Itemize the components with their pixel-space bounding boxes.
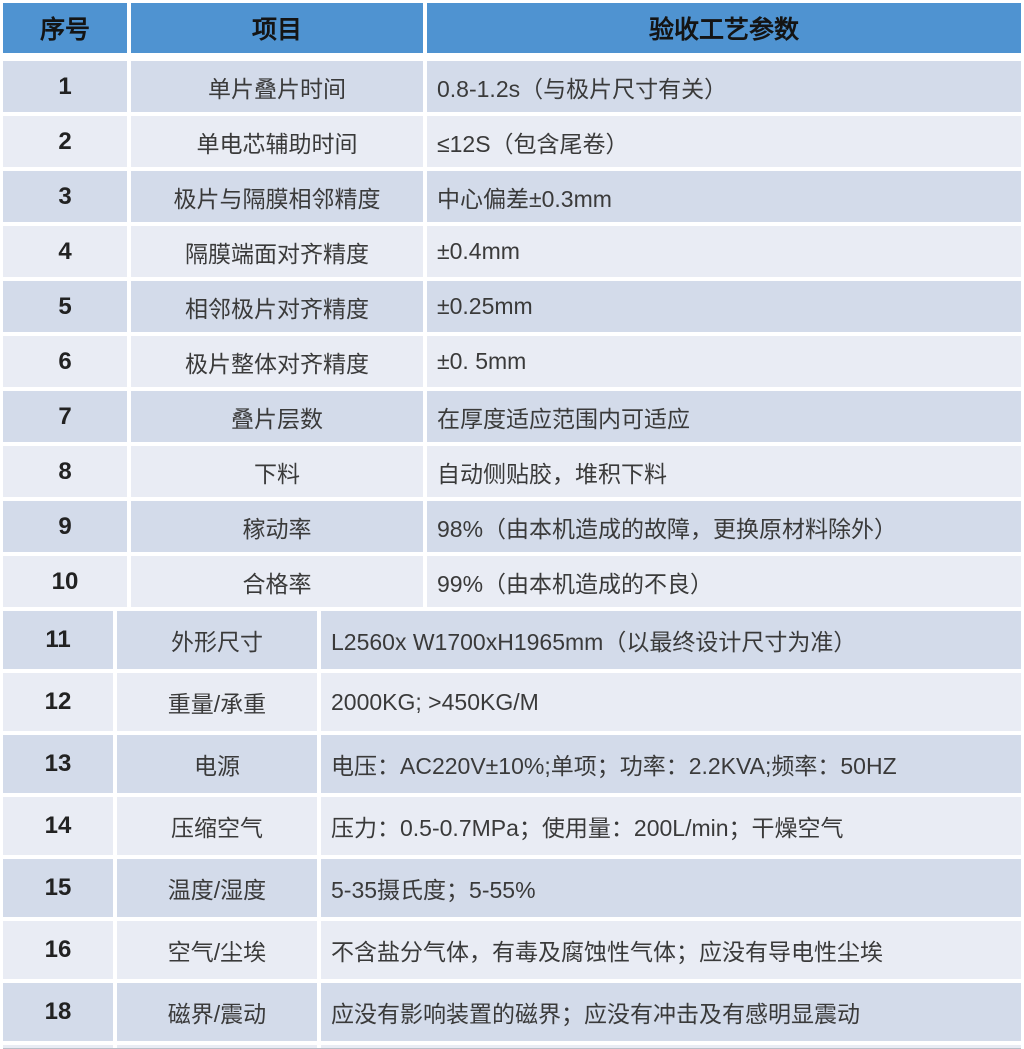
table-section-rows-11-18: 11 外形尺寸 L2560x W1700xH1965mm（以最终设计尺寸为准） … — [3, 611, 1021, 1041]
row-item-cell: 重量/承重 — [117, 673, 317, 731]
row-parameter-cell: ≤12S（包含尾卷） — [427, 116, 1021, 167]
row-parameter-cell: 在厚度适应范围内可适应 — [427, 391, 1021, 442]
row-number-cell: 15 — [3, 859, 113, 917]
row-item-cell: 单片叠片时间 — [131, 61, 423, 112]
row-parameter-cell: 中心偏差±0.3mm — [427, 171, 1021, 222]
header-col-param: 验收工艺参数 — [427, 3, 1021, 53]
table-row: 16 空气/尘埃 不含盐分气体，有毒及腐蚀性气体；应没有导电性尘埃 — [3, 921, 1021, 979]
table-row: 9 稼动率 98%（由本机造成的故障，更换原材料除外） — [3, 501, 1021, 552]
row-item-cell: 极片与隔膜相邻精度 — [131, 171, 423, 222]
row-parameter-cell: ±0.25mm — [427, 281, 1021, 332]
table-row-cutoff-sliver — [3, 1045, 1021, 1048]
header-col-item: 项目 — [131, 3, 423, 53]
row-item-cell: 空气/尘埃 — [117, 921, 317, 979]
row-number-cell: 14 — [3, 797, 113, 855]
row-item-cell: 极片整体对齐精度 — [131, 336, 423, 387]
table-row: 8 下料 自动侧贴胶，堆积下料 — [3, 446, 1021, 497]
table-row: 14 压缩空气 压力：0.5-0.7MPa；使用量：200L/min；干燥空气 — [3, 797, 1021, 855]
row-parameter-cell: 2000KG; >450KG/M — [321, 673, 1021, 731]
row-number-cell: 12 — [3, 673, 113, 731]
table-row: 12 重量/承重 2000KG; >450KG/M — [3, 673, 1021, 731]
table-row: 1 单片叠片时间 0.8-1.2s（与极片尺寸有关） — [3, 61, 1021, 112]
row-number-cell: 1 — [3, 61, 127, 112]
row-number-cell: 11 — [3, 611, 113, 669]
row-parameter-cell: 5-35摄氏度；5-55% — [321, 859, 1021, 917]
row-item-cell: 相邻极片对齐精度 — [131, 281, 423, 332]
table-section-rows-1-10: 1 单片叠片时间 0.8-1.2s（与极片尺寸有关） 2 单电芯辅助时间 ≤12… — [3, 61, 1021, 607]
table-row: 2 单电芯辅助时间 ≤12S（包含尾卷） — [3, 116, 1021, 167]
row-number-cell: 5 — [3, 281, 127, 332]
table-row: 4 隔膜端面对齐精度 ±0.4mm — [3, 226, 1021, 277]
row-number-cell: 8 — [3, 446, 127, 497]
row-item-cell: 叠片层数 — [131, 391, 423, 442]
table-header-row: 序号 项目 验收工艺参数 — [3, 3, 1021, 53]
row-number-cell: 13 — [3, 735, 113, 793]
row-parameter-cell: 压力：0.5-0.7MPa；使用量：200L/min；干燥空气 — [321, 797, 1021, 855]
sliver-cell — [321, 1045, 1021, 1048]
sliver-cell — [3, 1045, 113, 1048]
row-parameter-cell: 0.8-1.2s（与极片尺寸有关） — [427, 61, 1021, 112]
sliver-cell — [117, 1045, 317, 1048]
row-parameter-cell: 电压：AC220V±10%;单项；功率：2.2KVA;频率：50HZ — [321, 735, 1021, 793]
row-item-cell: 下料 — [131, 446, 423, 497]
table-row: 10 合格率 99%（由本机造成的不良） — [3, 556, 1021, 607]
table-row: 18 磁界/震动 应没有影响装置的磁界；应没有冲击及有感明显震动 — [3, 983, 1021, 1041]
row-item-cell: 外形尺寸 — [117, 611, 317, 669]
row-number-cell: 2 — [3, 116, 127, 167]
row-item-cell: 合格率 — [131, 556, 423, 607]
row-item-cell: 隔膜端面对齐精度 — [131, 226, 423, 277]
table-row: 13 电源 电压：AC220V±10%;单项；功率：2.2KVA;频率：50HZ — [3, 735, 1021, 793]
row-parameter-cell: 99%（由本机造成的不良） — [427, 556, 1021, 607]
row-parameter-cell: L2560x W1700xH1965mm（以最终设计尺寸为准） — [321, 611, 1021, 669]
row-item-cell: 单电芯辅助时间 — [131, 116, 423, 167]
row-number-cell: 18 — [3, 983, 113, 1041]
row-number-cell: 16 — [3, 921, 113, 979]
row-item-cell: 稼动率 — [131, 501, 423, 552]
row-number-cell: 3 — [3, 171, 127, 222]
row-number-cell: 9 — [3, 501, 127, 552]
table-row: 6 极片整体对齐精度 ±0. 5mm — [3, 336, 1021, 387]
table-row: 11 外形尺寸 L2560x W1700xH1965mm（以最终设计尺寸为准） — [3, 611, 1021, 669]
row-number-cell: 7 — [3, 391, 127, 442]
row-parameter-cell: 不含盐分气体，有毒及腐蚀性气体；应没有导电性尘埃 — [321, 921, 1021, 979]
row-item-cell: 压缩空气 — [117, 797, 317, 855]
table-row: 7 叠片层数 在厚度适应范围内可适应 — [3, 391, 1021, 442]
row-number-cell: 10 — [3, 556, 127, 607]
header-col-no: 序号 — [3, 3, 127, 53]
row-parameter-cell: ±0.4mm — [427, 226, 1021, 277]
row-parameter-cell: 98%（由本机造成的故障，更换原材料除外） — [427, 501, 1021, 552]
row-number-cell: 6 — [3, 336, 127, 387]
row-item-cell: 温度/湿度 — [117, 859, 317, 917]
table-row: 15 温度/湿度 5-35摄氏度；5-55% — [3, 859, 1021, 917]
row-item-cell: 磁界/震动 — [117, 983, 317, 1041]
row-number-cell: 4 — [3, 226, 127, 277]
row-item-cell: 电源 — [117, 735, 317, 793]
row-parameter-cell: 应没有影响装置的磁界；应没有冲击及有感明显震动 — [321, 983, 1021, 1041]
table-row: 3 极片与隔膜相邻精度 中心偏差±0.3mm — [3, 171, 1021, 222]
row-parameter-cell: 自动侧贴胶，堆积下料 — [427, 446, 1021, 497]
row-parameter-cell: ±0. 5mm — [427, 336, 1021, 387]
table-row: 5 相邻极片对齐精度 ±0.25mm — [3, 281, 1021, 332]
